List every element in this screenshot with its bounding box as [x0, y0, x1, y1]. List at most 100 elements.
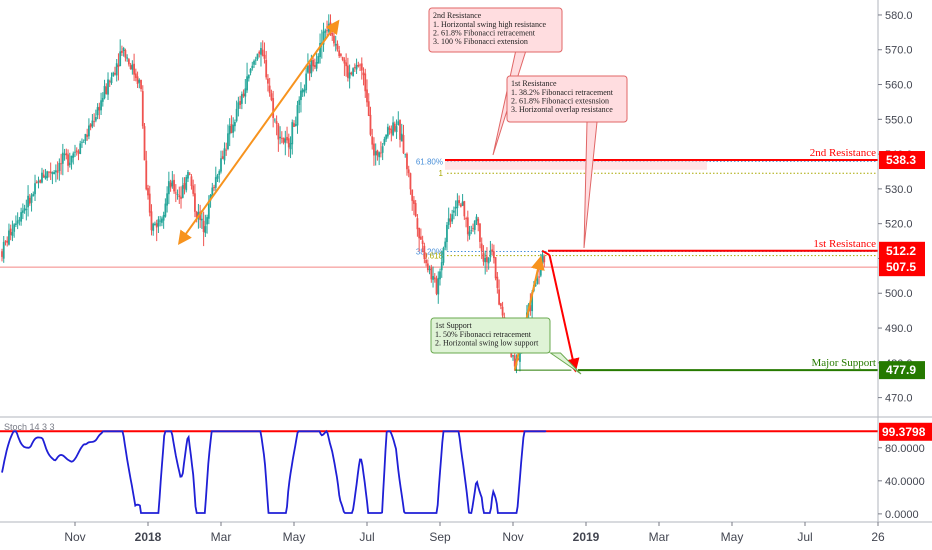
candle-body [134, 73, 137, 78]
candle-body [298, 99, 301, 105]
candle-body [435, 278, 438, 294]
candle-body [200, 218, 203, 221]
candle-body [270, 93, 273, 100]
price-tick-label: 570.0 [885, 45, 913, 57]
candle-body [58, 163, 61, 171]
current-price-label: 507.5 [886, 260, 916, 274]
candle-body [498, 289, 500, 305]
candle-body [291, 122, 294, 145]
candle-body [444, 241, 447, 248]
price-tick-label: 470.0 [885, 393, 913, 405]
candle-body [543, 256, 546, 263]
candle-body [267, 78, 269, 84]
candle-body [346, 65, 349, 78]
candle-body [152, 223, 155, 231]
candle-body [46, 171, 49, 178]
candle-body [440, 262, 443, 271]
candle-body [30, 195, 33, 203]
candle-body [454, 207, 457, 209]
candle-body [446, 224, 448, 243]
osc-tick-label: 40.0000 [885, 476, 925, 488]
candle-body [489, 250, 492, 258]
candle-body [1, 251, 3, 257]
candle-body [223, 148, 226, 161]
candle-body [88, 125, 90, 137]
osc-tick-label: 0.0000 [885, 509, 919, 521]
candle-body [61, 152, 64, 164]
note-line: 1. Horizontal swing high resistance [433, 20, 547, 29]
candle-body [84, 134, 87, 141]
candle-body [519, 348, 521, 362]
candle-body [68, 162, 71, 166]
candle-body [456, 200, 459, 209]
candle-body [39, 179, 42, 183]
candle-body [378, 152, 381, 158]
key-level-value: 538.3 [886, 153, 916, 167]
candle-body [374, 151, 377, 156]
candle-body [428, 268, 431, 271]
candle-body [18, 219, 21, 221]
candle-body [307, 65, 309, 73]
note-box [430, 317, 551, 354]
candle-body [466, 217, 469, 235]
candle-body [122, 48, 125, 52]
candle-body [41, 172, 43, 183]
candle-body [414, 203, 417, 217]
candle-body [20, 212, 23, 222]
price-tick-label: 490.0 [885, 323, 913, 335]
key-level-label: 1st Resistance [813, 238, 876, 250]
time-tick-label: 2019 [573, 530, 600, 544]
candle-body [235, 108, 238, 121]
resistance-zone [445, 160, 707, 170]
candle-body [110, 77, 113, 84]
osc-value-bg [879, 422, 932, 441]
candle-body [105, 86, 108, 94]
time-tick-label: Mar [211, 530, 232, 544]
key-level-tag-bg [879, 151, 925, 170]
candle-body [541, 254, 544, 264]
candle-body [418, 227, 421, 239]
candle-body [70, 155, 73, 163]
candle-body [390, 129, 393, 134]
candle-body [89, 124, 92, 128]
candle-body [392, 122, 394, 136]
candle-body [308, 64, 311, 74]
candle-body [433, 277, 436, 280]
candle-body [293, 123, 295, 127]
key-level-tag: 512.2 [879, 241, 925, 260]
candle-body [65, 153, 68, 156]
candle-body [37, 181, 40, 183]
candle-body [21, 210, 24, 213]
candle-body [380, 152, 382, 154]
candle-body [313, 65, 316, 68]
candle-body [472, 228, 474, 229]
candle-body [234, 121, 236, 127]
candle-body [15, 223, 17, 225]
note-title: 1st Resistance [511, 79, 557, 88]
candle-body [141, 91, 144, 127]
candle-body [161, 218, 163, 223]
candle-body [23, 208, 26, 211]
candle-body [451, 214, 454, 222]
candle-body [240, 94, 243, 104]
candle-body [213, 187, 215, 189]
candle-body [487, 257, 490, 264]
candle-body [393, 123, 396, 131]
fib-level-label: 0.618 [423, 252, 444, 261]
candle-body [239, 100, 242, 106]
candle-body [249, 68, 252, 73]
candle-body [385, 134, 388, 140]
candle-body [256, 53, 259, 60]
note-box [506, 75, 628, 123]
candle-body [333, 35, 335, 44]
candle-body [147, 188, 149, 196]
candle-body [305, 73, 308, 91]
candle-body [167, 181, 170, 195]
candle-body [364, 73, 367, 92]
candle-body [166, 193, 169, 206]
